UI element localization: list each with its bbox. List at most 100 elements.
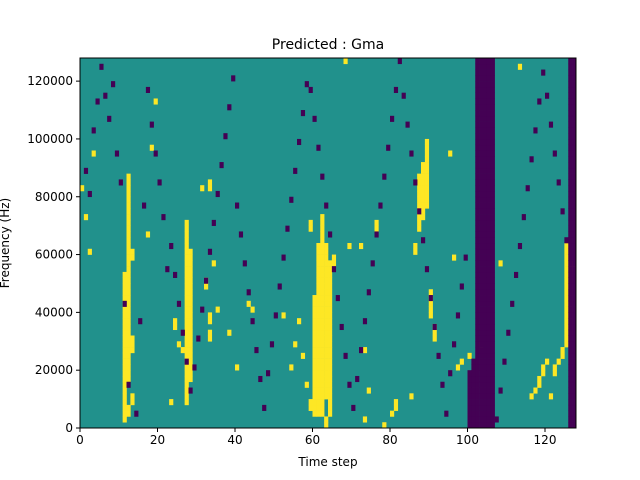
heatmap-cell-high (316, 254, 321, 261)
heatmap-cell-high (184, 243, 189, 250)
heatmap-cell-low (568, 370, 573, 377)
heatmap-cell-high (324, 364, 329, 371)
heatmap-cell-low (483, 144, 488, 151)
heatmap-cell-low (572, 237, 577, 244)
heatmap-cell-high (328, 410, 333, 417)
heatmap-cell-high (308, 225, 313, 232)
heatmap-cell-low (479, 214, 484, 221)
heatmap-cell-low (568, 300, 573, 307)
heatmap-cell-low (490, 393, 495, 400)
heatmap-cell-high (320, 352, 325, 359)
heatmap-cell-low (475, 410, 480, 417)
heatmap-cell-high (564, 289, 569, 296)
heatmap-cell-high (320, 318, 325, 325)
heatmap-cell-high (211, 260, 216, 267)
heatmap-cell-low (479, 352, 484, 359)
heatmap-cell-low (490, 318, 495, 325)
heatmap-cell-high (320, 295, 325, 302)
heatmap-cell-high (413, 243, 418, 250)
heatmap-cell-low (490, 138, 495, 146)
heatmap-cell-low (479, 115, 484, 122)
heatmap-cell-low (490, 422, 495, 429)
heatmap-cell-low (479, 289, 484, 296)
heatmap-cell-low (219, 162, 224, 169)
heatmap-cell-high (126, 364, 131, 371)
heatmap-cell-low (572, 422, 577, 429)
heatmap-cell-high (424, 156, 430, 163)
heatmap-cell-low (572, 243, 577, 250)
heatmap-cell-low (483, 115, 488, 122)
heatmap-cell-high (126, 237, 131, 244)
heatmap-cell-low (475, 329, 480, 336)
heatmap-cell-low (200, 306, 205, 313)
heatmap-cell-low (281, 254, 286, 261)
heatmap-cell-low (486, 63, 492, 70)
heatmap-cell-high (184, 306, 189, 313)
heatmap-cell-low (479, 341, 484, 348)
heatmap-cell-low (502, 358, 507, 365)
heatmap-cell-low (568, 399, 573, 406)
heatmap-cell-low (479, 416, 484, 423)
heatmap-cell-low (486, 352, 492, 359)
heatmap-cell-high (564, 248, 569, 255)
heatmap-cell-low (568, 260, 573, 267)
heatmap-cell-high (130, 341, 135, 348)
heatmap-cell-low (568, 381, 573, 388)
heatmap-cell-low (479, 104, 484, 111)
heatmap-cell-high (556, 358, 561, 365)
heatmap-cell-low (490, 231, 495, 238)
heatmap-cell-high (293, 341, 298, 348)
heatmap-cell-high (122, 295, 127, 302)
heatmap-cell-low (483, 364, 488, 371)
heatmap-cell-low (479, 98, 484, 105)
heatmap-cell-high (126, 185, 131, 192)
heatmap-cell-low (572, 121, 577, 128)
heatmap-cell-low (572, 404, 577, 411)
heatmap-cell-high (122, 364, 127, 371)
heatmap-cell-high (316, 341, 321, 348)
heatmap-cell-low (490, 179, 495, 186)
heatmap-cell-low (486, 387, 492, 394)
heatmap-cell-low (188, 387, 193, 394)
heatmap-cell-low (490, 167, 495, 174)
heatmap-cell-low (572, 92, 577, 99)
heatmap-cell-low (471, 387, 476, 394)
heatmap-cell-low (572, 104, 577, 111)
heatmap-cell-low (490, 243, 495, 250)
heatmap-cell-low (475, 167, 480, 174)
heatmap-cell-low (300, 110, 306, 117)
heatmap-cell-low (455, 312, 461, 319)
heatmap-cell-high (126, 404, 131, 411)
heatmap-cell-low (138, 318, 143, 325)
heatmap-cell-high (122, 381, 127, 388)
heatmap-cell-high (122, 283, 127, 290)
heatmap-cell-low (479, 225, 484, 232)
heatmap-cell-low (568, 237, 573, 244)
heatmap-cell-high (409, 393, 414, 400)
heatmap-cell-low (483, 266, 488, 273)
heatmap-cell-high (312, 318, 317, 325)
heatmap-cell-high (122, 323, 127, 331)
heatmap-cell-high (126, 277, 131, 284)
heatmap-cell-low (479, 190, 484, 198)
heatmap-cell-low (568, 179, 573, 186)
heatmap-cell-low (320, 173, 325, 180)
heatmap-cell-high (207, 329, 213, 336)
heatmap-cell-low (568, 410, 573, 417)
heatmap-cell-low (490, 202, 495, 209)
heatmap-cell-high (324, 271, 329, 278)
heatmap-cell-low (572, 202, 577, 209)
heatmap-cell-low (490, 219, 495, 226)
heatmap-cell-low (568, 289, 573, 296)
heatmap-cell-low (452, 341, 457, 348)
heatmap-cell-low (215, 190, 220, 198)
heatmap-cell-low (475, 237, 480, 244)
heatmap-cell-high (91, 150, 96, 157)
heatmap-cell-low (486, 358, 492, 365)
heatmap-cell-high (122, 416, 127, 423)
heatmap-cell-high (328, 312, 333, 319)
heatmap-cell-high (552, 364, 557, 371)
heatmap-cell-high (320, 387, 325, 394)
heatmap-cell-low (483, 271, 488, 278)
heatmap-cell-low (475, 283, 480, 290)
